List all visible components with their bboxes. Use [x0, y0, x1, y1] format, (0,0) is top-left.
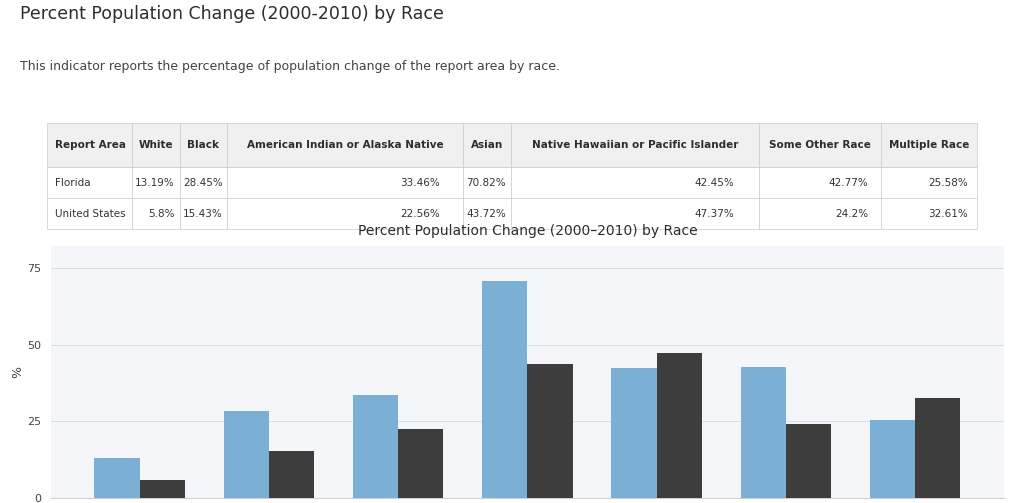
Bar	[740, 367, 785, 498]
Bar	[482, 281, 527, 498]
Bar	[527, 364, 572, 498]
Bar	[915, 398, 961, 498]
Bar	[94, 458, 139, 498]
Bar	[269, 451, 314, 498]
Bar	[611, 368, 656, 498]
Bar	[869, 420, 915, 498]
Bar	[398, 429, 443, 498]
Title: Percent Population Change (2000–2010) by Race: Percent Population Change (2000–2010) by…	[357, 224, 697, 238]
Bar	[353, 395, 398, 498]
Text: Percent Population Change (2000-2010) by Race: Percent Population Change (2000-2010) by…	[20, 5, 444, 23]
Bar	[223, 411, 269, 498]
Text: This indicator reports the percentage of population change of the report area by: This indicator reports the percentage of…	[20, 60, 560, 73]
Bar	[785, 424, 831, 498]
Bar	[656, 353, 701, 498]
Y-axis label: %: %	[11, 366, 25, 378]
Bar	[139, 480, 185, 498]
